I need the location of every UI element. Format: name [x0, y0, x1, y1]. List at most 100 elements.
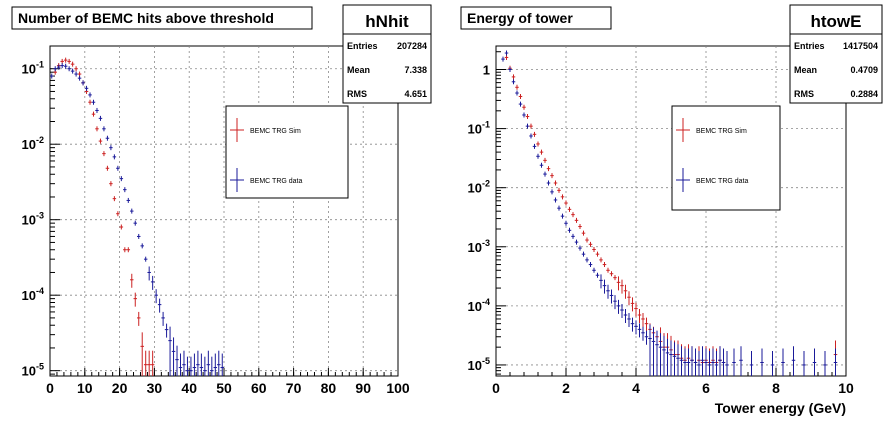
x-tick-label: 70	[286, 380, 302, 396]
data-point	[581, 251, 586, 257]
plot-frame	[495, 45, 847, 377]
data-point	[550, 173, 554, 179]
data-point	[112, 154, 117, 160]
data-point	[60, 58, 64, 64]
data-point	[50, 73, 54, 79]
data-point	[564, 220, 568, 226]
data-point	[168, 326, 172, 376]
data-point	[206, 350, 211, 376]
data-point	[63, 57, 68, 63]
x-tick-label: 10	[77, 380, 93, 396]
data-point	[178, 353, 183, 376]
data-point	[707, 350, 712, 376]
data-point	[749, 350, 754, 376]
data-point	[620, 279, 624, 294]
data-point	[140, 243, 144, 249]
data-point	[781, 348, 785, 376]
y-tick-label: 10-2	[22, 135, 44, 152]
data-point	[98, 115, 103, 121]
stats-box-frame	[789, 4, 883, 104]
data-point	[67, 58, 71, 64]
data-point	[704, 348, 708, 376]
x-tick-label: 8	[772, 380, 780, 396]
stats-box: htowE Entries 1417504 Mean 0.4709 RMS 0.2884	[789, 4, 883, 104]
data-point	[613, 295, 617, 310]
y-tick-label: 10-4	[468, 297, 490, 314]
data-point	[683, 348, 687, 376]
data-point	[543, 157, 547, 163]
data-point	[634, 320, 638, 335]
data-point	[70, 68, 75, 74]
stats-histogram-name: htowE	[811, 12, 862, 31]
data-point	[119, 176, 124, 182]
data-point	[543, 171, 547, 177]
data-point	[700, 346, 705, 376]
data-point	[130, 273, 134, 288]
data-point	[81, 80, 85, 86]
title-box	[11, 6, 313, 30]
data-point	[161, 311, 165, 326]
data-point	[571, 233, 575, 239]
data-point	[623, 309, 628, 324]
data-point	[185, 356, 190, 376]
series-data	[50, 63, 224, 376]
data-point	[518, 93, 523, 99]
data-point	[157, 298, 162, 313]
data-point	[137, 311, 141, 326]
stats-label: Mean	[794, 65, 817, 75]
chart-title: Number of BEMC hits above threshold	[18, 10, 274, 26]
data-point	[567, 227, 572, 233]
data-point	[627, 291, 631, 306]
stats-value: 7.338	[404, 65, 427, 75]
data-point	[508, 67, 512, 73]
data-point	[651, 327, 656, 376]
data-point	[802, 350, 806, 376]
x-tick-label: 100	[386, 380, 410, 396]
data-point	[634, 302, 638, 317]
data-point	[592, 267, 596, 273]
data-point	[199, 353, 204, 376]
stats-label: Entries	[794, 41, 825, 51]
data-point	[74, 66, 78, 72]
data-point	[585, 237, 589, 243]
data-point	[109, 145, 113, 151]
x-tick-label: 20	[112, 380, 128, 396]
data-point	[655, 330, 659, 376]
data-point	[739, 346, 743, 376]
data-point	[725, 350, 729, 376]
data-point	[150, 350, 155, 376]
data-point	[539, 162, 544, 168]
x-tick-label: 10	[838, 380, 854, 396]
data-point	[529, 133, 533, 139]
data-point	[102, 151, 106, 157]
data-point	[550, 189, 554, 195]
data-point	[84, 85, 89, 91]
data-point	[143, 350, 148, 376]
data-point	[511, 74, 516, 80]
x-tick-label: 0	[46, 380, 54, 396]
data-point	[109, 181, 113, 187]
data-point	[578, 224, 582, 230]
data-point	[102, 126, 106, 132]
stats-box-frame	[342, 4, 432, 104]
data-point	[567, 206, 572, 212]
data-point	[630, 297, 635, 312]
data-point	[693, 348, 698, 376]
x-tick-label: 2	[562, 380, 570, 396]
legend: BEMC TRG Sim BEMC TRG data	[671, 105, 781, 211]
legend: BEMC TRG Sim BEMC TRG data	[225, 105, 349, 199]
data-point	[623, 284, 628, 299]
data-point	[143, 256, 148, 262]
data-point	[123, 247, 127, 253]
data-point	[210, 356, 214, 376]
data-point	[511, 79, 516, 85]
data-point	[602, 262, 607, 268]
data-point	[592, 246, 596, 252]
data-point	[686, 348, 691, 376]
data-point	[637, 309, 642, 324]
stats-label: Mean	[347, 65, 370, 75]
data-point	[606, 284, 610, 299]
y-tick-label: 10-5	[468, 356, 490, 373]
x-tick-label: 40	[181, 380, 197, 396]
